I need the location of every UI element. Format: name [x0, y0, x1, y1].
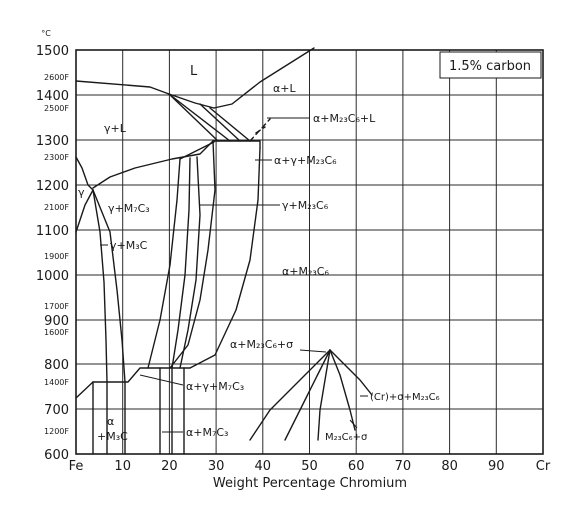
y-tick-700: 700 [44, 403, 69, 418]
leader-lines [100, 117, 368, 433]
label-gamma-m7: γ+M₇C₃ [108, 202, 150, 215]
x-tick-30: 30 [208, 459, 225, 474]
y-axis-unit: °C [41, 29, 51, 38]
y-tick-800: 800 [44, 358, 69, 373]
label-alpha: α [107, 415, 114, 428]
label-alpha-gamma-m7: α+γ+M₇C₃ [186, 380, 244, 393]
f-tick-2300: 2300F [44, 153, 69, 162]
x-tick-40: 40 [255, 459, 272, 474]
y-tick-600: 600 [44, 448, 69, 463]
x-tick-70: 70 [395, 459, 412, 474]
x-tick-fe: Fe [69, 459, 84, 474]
f-tick-2100: 2100F [44, 203, 69, 212]
label-gamma-m3: γ+M₃C [110, 239, 148, 252]
grid [76, 50, 543, 454]
label-alpha-l: α+L [273, 82, 296, 95]
label-m23-sigma: M₂₃C₆+σ [325, 432, 368, 443]
f-tick-2600: 2600F [44, 73, 69, 82]
label-gamma-m23: γ+M₂₃C₆ [282, 199, 329, 212]
y-tick-1000: 1000 [36, 269, 69, 284]
x-axis: Fe 10 20 30 40 50 60 70 80 90 Cr Weight … [69, 459, 551, 491]
label-m3c: +M₃C [97, 430, 128, 443]
label-alpha-m7: α+M₇C₃ [186, 426, 228, 439]
y-tick-1300: 1300 [36, 134, 69, 149]
y-axis: °C 1500 1400 1300 1200 1100 1000 900 800… [36, 29, 69, 463]
y-tick-1500: 1500 [36, 44, 69, 59]
x-tick-10: 10 [114, 459, 131, 474]
carbon-annotation-text: 1.5% carbon [449, 59, 531, 74]
label-gamma-l: γ+L [104, 122, 127, 135]
phase-boundaries [75, 47, 373, 455]
f-tick-1200: 1200F [44, 427, 69, 436]
label-alpha-m23-l: α+M₂₃C₆+L [313, 112, 376, 125]
label-l: L [190, 64, 198, 79]
x-tick-cr: Cr [536, 459, 551, 474]
phase-labels: L α+L α+M₂₃C₆+L γ+L α+γ+M₂₃C₆ γ γ+M₇C₃ γ… [78, 64, 440, 443]
carbon-annotation: 1.5% carbon [439, 51, 542, 79]
x-tick-90: 90 [488, 459, 505, 474]
x-tick-60: 60 [348, 459, 365, 474]
x-axis-label: Weight Percentage Chromium [213, 476, 407, 491]
f-tick-2500: 2500F [44, 104, 69, 113]
f-tick-1900: 1900F [44, 252, 69, 261]
x-tick-20: 20 [161, 459, 178, 474]
y-tick-1100: 1100 [36, 224, 69, 239]
y-tick-900: 900 [44, 314, 69, 329]
x-tick-50: 50 [301, 459, 318, 474]
y-tick-1400: 1400 [36, 89, 69, 104]
label-cr-sigma-m23: (Cr)+σ+M₂₃C₆ [370, 392, 440, 403]
y-tick-1200: 1200 [36, 179, 69, 194]
label-alpha-m23-sigma: α+M₂₃C₆+σ [230, 338, 293, 351]
label-alpha-m23: α+M₂₃C₆ [282, 265, 329, 278]
label-alpha-gamma-m23: α+γ+M₂₃C₆ [274, 154, 337, 167]
x-tick-80: 80 [441, 459, 458, 474]
f-tick-1400: 1400F [44, 378, 69, 387]
label-gamma: γ [78, 186, 85, 199]
plot-frame [75, 49, 544, 455]
f-tick-1700: 1700F [44, 302, 69, 311]
f-tick-1600: 1600F [44, 328, 69, 337]
